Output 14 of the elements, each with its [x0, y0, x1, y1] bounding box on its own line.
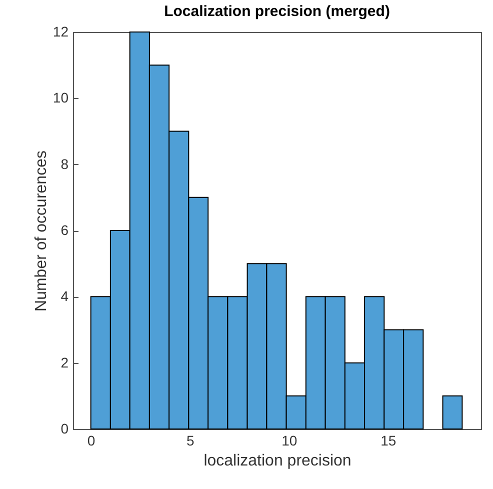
x-tick-label: 10 — [282, 432, 298, 448]
y-tick-label: 8 — [60, 156, 69, 172]
y-axis-title: Number of occurences — [32, 150, 50, 312]
x-tick-label: 0 — [87, 432, 96, 448]
y-tick-label: 2 — [60, 354, 69, 370]
y-tick-label: 4 — [60, 288, 69, 304]
x-axis-title: localization precision — [204, 452, 352, 470]
y-tick-label: 0 — [60, 420, 69, 436]
y-tick-label: 12 — [52, 24, 69, 40]
x-tick-label: 5 — [186, 432, 194, 448]
y-tick-label: 6 — [60, 222, 69, 238]
chart-title: Localization precision (merged) — [164, 3, 390, 20]
y-tick-label: 10 — [52, 90, 69, 106]
x-tick-label: 15 — [380, 432, 396, 448]
